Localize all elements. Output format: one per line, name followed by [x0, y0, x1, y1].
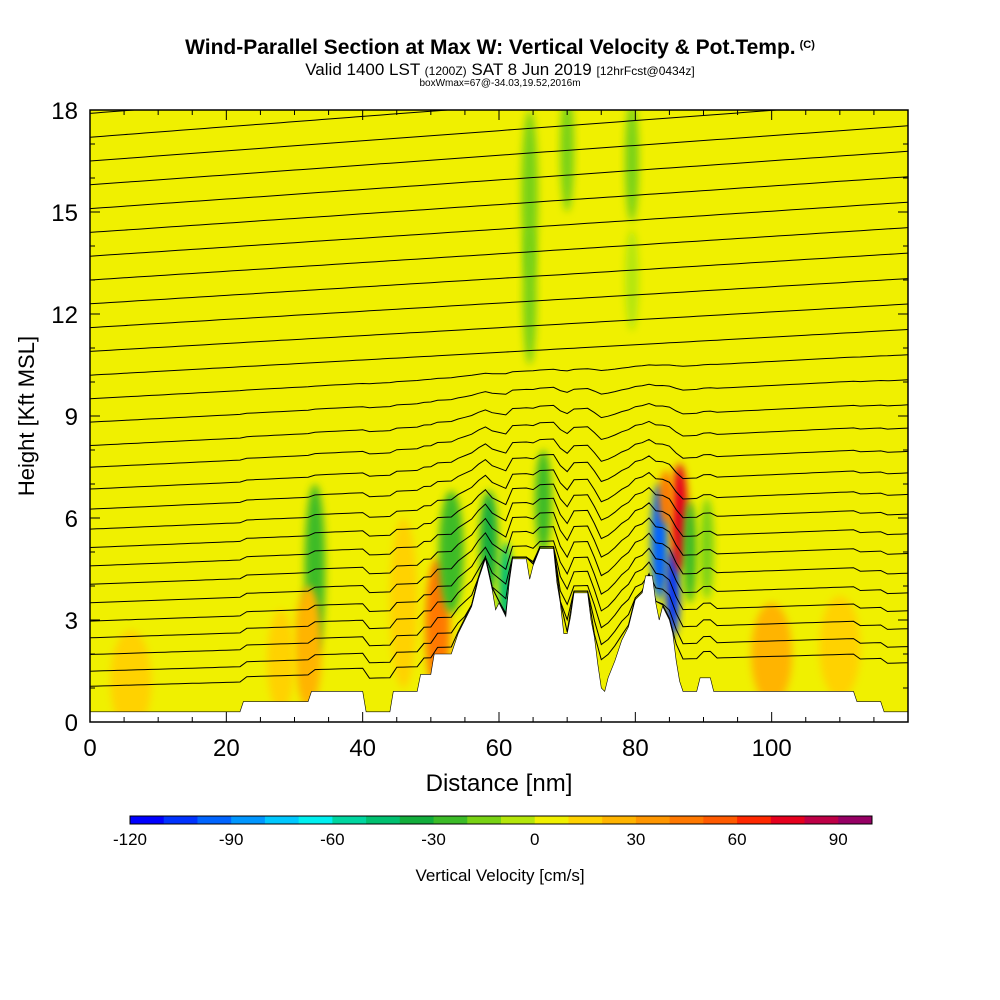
- velocity-cell: [560, 110, 574, 212]
- y-tick-label: 6: [65, 506, 78, 533]
- theta-contour: [90, 546, 908, 655]
- colorbar-swatch: [264, 816, 300, 824]
- theta-contour: [90, 453, 908, 510]
- colorbar-frame: [129, 815, 873, 825]
- colorbar-swatch: [703, 816, 738, 824]
- y-tick-label: 0: [65, 710, 78, 737]
- y-axis-label: Height [Kft MSL]: [14, 336, 39, 496]
- subtitle-forecast: [12hrFcst@0434z]: [596, 64, 695, 78]
- colorbar-tick-label: -120: [113, 830, 147, 849]
- x-tick-label: 40: [349, 735, 376, 762]
- colorbar-swatch: [568, 816, 603, 824]
- theta-contour: [90, 227, 908, 281]
- colorbar-swatch: [197, 816, 232, 824]
- colorbar-swatch: [770, 816, 806, 824]
- velocity-cell: [751, 603, 793, 705]
- theta-contour: [90, 201, 908, 257]
- colorbar-tick-label: 0: [530, 830, 539, 849]
- colorbar-tick-label: -60: [320, 830, 345, 849]
- chart-title-mark: (C): [799, 39, 815, 51]
- colorbar-swatch: [163, 816, 198, 824]
- subtitle-box-wmax: boxWmax=67@-34.03,19.52,2016m: [419, 78, 581, 89]
- theta-contour: [90, 329, 908, 376]
- x-tick-label: 60: [486, 735, 513, 762]
- theta-contour: [90, 110, 454, 138]
- colorbar-swatch: [366, 816, 401, 824]
- colorbar-swatch: [399, 816, 435, 824]
- colorbar-swatch: [433, 816, 468, 824]
- x-tick-label: 20: [213, 735, 240, 762]
- x-axis-label: Distance [nm]: [426, 770, 573, 797]
- theta-contour: [90, 303, 908, 352]
- velocity-cell: [625, 110, 639, 223]
- theta-contour: [90, 150, 908, 210]
- theta-contour: [90, 252, 908, 305]
- y-tick-label: 18: [51, 98, 78, 125]
- velocity-cell: [683, 501, 697, 603]
- colorbar-swatch: [130, 816, 165, 824]
- theta-contour: [90, 483, 908, 548]
- y-tick-label: 15: [51, 200, 78, 227]
- velocity-cell: [389, 518, 418, 688]
- velocity-cell: [819, 596, 861, 699]
- colorbar-swatch: [669, 816, 704, 824]
- x-tick-label: 80: [622, 735, 649, 762]
- colorbar-swatch: [501, 816, 536, 824]
- colorbar-tick-label: 60: [728, 830, 747, 849]
- velocity-cell: [666, 548, 680, 637]
- colorbar-swatch: [635, 816, 671, 824]
- theta-contour: [90, 497, 908, 567]
- colorbar-swatch: [332, 816, 367, 824]
- colorbar-label: Vertical Velocity [cm/s]: [415, 866, 584, 885]
- theta-contour: [90, 110, 140, 114]
- theta-contour: [90, 511, 908, 585]
- subtitle-valid: Valid 1400 LST: [305, 60, 420, 79]
- colorbar: -120 -90 -60 -30 0 30 60 90: [113, 815, 873, 849]
- colorbar-swatch: [737, 816, 772, 824]
- colorbar-swatch: [838, 816, 873, 824]
- theta-contour: [90, 278, 908, 329]
- theta-contour: [90, 125, 908, 186]
- theta-contour: [90, 438, 908, 490]
- colorbar-swatch: [467, 816, 502, 824]
- theta-contour: [90, 402, 908, 446]
- theta-contour: [90, 379, 908, 423]
- colorbar-swatch: [534, 816, 569, 824]
- chart-title-text: Wind-Parallel Section at Max W: Vertical…: [185, 36, 796, 59]
- velocity-cell: [700, 497, 714, 600]
- velocity-cell: [294, 586, 322, 709]
- x-tick-label: 100: [752, 735, 792, 762]
- theta-contour: [90, 546, 908, 639]
- x-tick-label: 0: [83, 735, 96, 762]
- y-tick-label: 9: [65, 404, 78, 431]
- subtitle-date: SAT 8 Jun 2019: [471, 60, 592, 79]
- theta-contour: [90, 540, 908, 622]
- theta-contour: [90, 526, 908, 604]
- velocity-cell: [522, 229, 537, 365]
- terrain-profile: [89, 548, 909, 723]
- y-tick-label: 3: [65, 608, 78, 635]
- velocity-cell: [625, 229, 639, 331]
- colorbar-tick-label: 30: [626, 830, 645, 849]
- theta-contour: [90, 469, 908, 530]
- subtitle-utc: (1200Z): [424, 64, 467, 78]
- theta-contour: [90, 420, 908, 468]
- colorbar-swatch: [804, 816, 839, 824]
- theta-contour: [90, 546, 908, 672]
- theta-contour: [90, 354, 908, 400]
- colorbar-swatch: [231, 816, 266, 824]
- chart-title: Wind-Parallel Section at Max W: Vertical…: [0, 36, 1000, 60]
- chart-subtitle: Valid 1400 LST (1200Z) SAT 8 Jun 2019 [1…: [0, 60, 1000, 80]
- colorbar-tick-label: 90: [829, 830, 848, 849]
- colorbar-tick-label: -90: [219, 830, 244, 849]
- colorbar-swatch: [602, 816, 637, 824]
- theta-contour: [90, 176, 908, 233]
- colorbar-tick-label: -30: [421, 830, 446, 849]
- y-tick-label: 12: [51, 302, 78, 329]
- colorbar-swatch: [298, 816, 333, 824]
